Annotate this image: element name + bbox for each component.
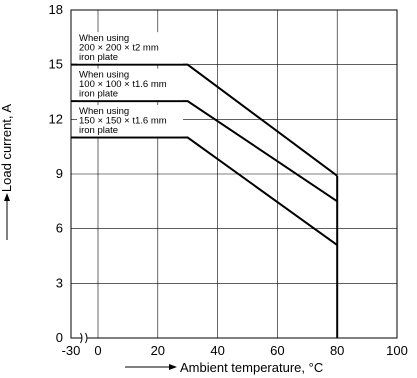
series-label: 200 × 200 × t2 mm [79,43,159,54]
y-tick-label: 12 [49,111,63,126]
x-tick-label: 80 [330,343,344,358]
axis-break-curve [85,332,88,344]
y-tick-label: 3 [56,275,63,290]
series-label-bg [77,105,183,137]
y-tick-label: 9 [56,166,63,181]
x-axis-arrow-head [169,364,177,370]
axis-break-marker [80,332,88,344]
x-tick-labels: -30 0 20 40 60 80 100 [62,343,408,358]
series-label: 150 × 150 × t1.6 mm [79,116,167,127]
series-label: iron plate [79,89,118,100]
y-tick-label: 15 [49,57,63,72]
series-lines [71,63,338,246]
x-tick-label: 0 [94,343,101,358]
series-line [71,63,338,177]
x-tick-label: -30 [62,343,81,358]
y-tick-labels: 0 3 6 9 12 15 18 [49,2,63,345]
x-tick-label: 20 [151,343,165,358]
axis-break-curve [80,332,83,344]
series-label: iron plate [79,125,118,136]
series-label: When using [79,106,129,117]
y-axis-arrow-head [4,193,10,201]
series-line [71,100,338,203]
series-label: 100 × 100 × t1.6 mm [79,79,167,90]
x-tick-label: 100 [386,343,408,358]
y-tick-label: 0 [56,330,63,345]
y-tick-label: 6 [56,221,63,236]
axis-break-gap [81,335,88,341]
x-tick-label: 40 [210,343,224,358]
plot-frame [70,9,398,339]
series-label-bg [77,68,183,101]
series-label-bg [77,32,183,64]
x-tick-label: 60 [270,343,284,358]
series-label: When using [79,33,129,44]
y-axis-title-group: Load current, A [0,104,14,240]
y-axis-title: Load current, A [0,104,14,192]
y-tick-label: 18 [49,2,63,17]
series-label: iron plate [79,52,118,63]
x-axis-title: Ambient temperature, °C [180,360,323,375]
series-label: When using [79,70,129,81]
x-axis-title-group: Ambient temperature, °C [125,360,323,375]
series-line [71,136,338,246]
